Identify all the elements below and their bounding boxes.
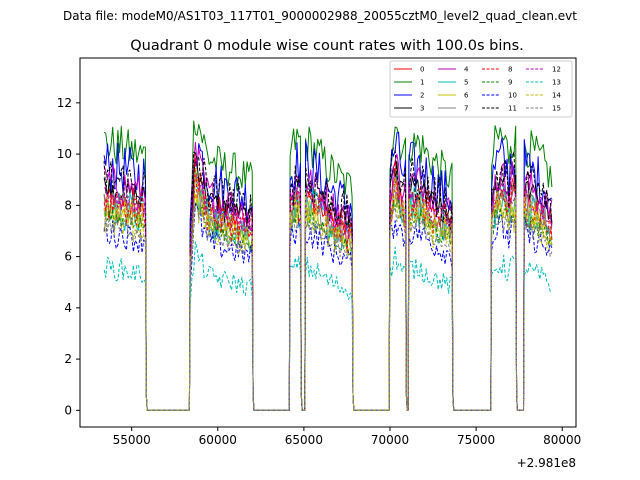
y-tick-label: 12 (57, 96, 72, 110)
legend-label-9: 9 (508, 79, 512, 87)
legend-label-14: 14 (552, 92, 561, 100)
legend-label-6: 6 (464, 92, 469, 100)
x-tick-label: 60000 (199, 433, 237, 447)
x-tick-label: 65000 (285, 433, 323, 447)
legend-label-0: 0 (420, 66, 424, 74)
x-tick-label: 55000 (113, 433, 151, 447)
y-tick-label: 6 (64, 250, 72, 264)
legend-label-4: 4 (464, 66, 469, 74)
series-layer (103, 120, 553, 411)
legend-label-15: 15 (552, 105, 561, 113)
legend-label-2: 2 (420, 92, 424, 100)
series-line-15 (103, 204, 553, 411)
chart-title: Quadrant 0 module wise count rates with … (130, 38, 524, 54)
y-tick-label: 2 (64, 352, 72, 366)
legend-box (389, 60, 573, 118)
legend-label-7: 7 (464, 105, 468, 113)
legend-label-13: 13 (552, 79, 561, 87)
legend-label-1: 1 (420, 79, 424, 87)
legend-label-12: 12 (552, 66, 561, 74)
y-tick-label: 10 (57, 147, 72, 161)
x-tick-label: 80000 (543, 433, 581, 447)
x-axis: 55000 60000 65000 70000 75000 80000 (113, 427, 581, 447)
x-offset-label: +2.981e8 (517, 456, 576, 470)
legend-label-10: 10 (508, 92, 517, 100)
figure-suptitle: Data file: modeM0/AS1T03_117T01_90000029… (63, 9, 577, 23)
x-tick-label: 70000 (371, 433, 409, 447)
y-axis: 0 2 4 6 8 10 12 (57, 96, 80, 417)
legend-label-5: 5 (464, 79, 468, 87)
y-tick-label: 4 (64, 301, 72, 315)
legend-label-3: 3 (420, 105, 424, 113)
y-tick-label: 8 (64, 198, 72, 212)
legend-label-11: 11 (508, 105, 517, 113)
legend-label-8: 8 (508, 66, 512, 74)
plot-frame (79, 57, 577, 428)
x-tick-label: 75000 (457, 433, 495, 447)
plot-area: 55000 60000 65000 70000 75000 80000 024681012… (57, 57, 581, 470)
y-tick-label: 0 (64, 403, 72, 417)
